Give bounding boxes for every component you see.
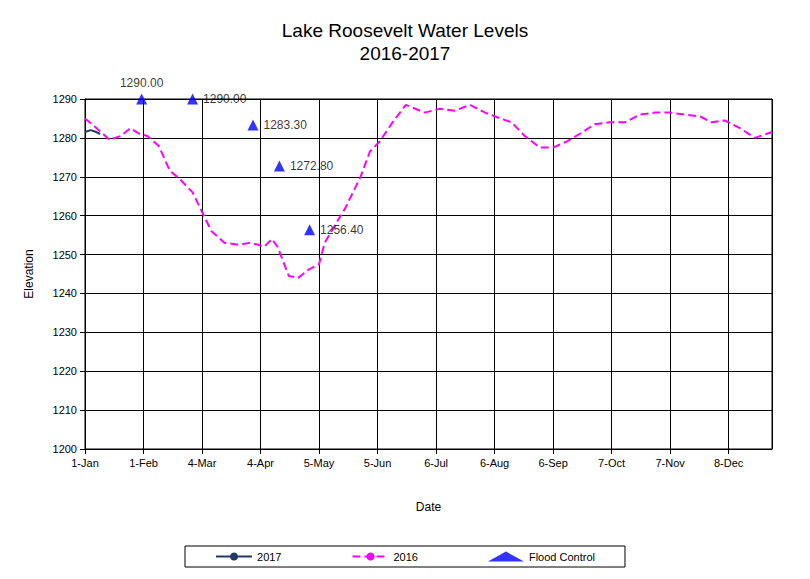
svg-text:1290.00: 1290.00 bbox=[203, 92, 247, 106]
svg-text:2017: 2017 bbox=[257, 551, 281, 563]
svg-text:1256.40: 1256.40 bbox=[320, 223, 364, 237]
svg-text:1260: 1260 bbox=[53, 210, 77, 222]
svg-text:1270: 1270 bbox=[53, 171, 77, 183]
svg-text:1250: 1250 bbox=[53, 249, 77, 261]
svg-text:2016: 2016 bbox=[393, 551, 417, 563]
svg-text:1210: 1210 bbox=[53, 404, 77, 416]
svg-text:1283.30: 1283.30 bbox=[263, 118, 307, 132]
svg-text:1230: 1230 bbox=[53, 326, 77, 338]
svg-text:1220: 1220 bbox=[53, 365, 77, 377]
svg-text:Lake Roosevelt Water Levels: Lake Roosevelt Water Levels bbox=[282, 20, 528, 41]
svg-text:1290: 1290 bbox=[53, 93, 77, 105]
svg-text:Elevation: Elevation bbox=[22, 249, 36, 298]
svg-text:5-May: 5-May bbox=[304, 457, 335, 469]
svg-text:1200: 1200 bbox=[53, 443, 77, 455]
svg-text:8-Dec: 8-Dec bbox=[714, 457, 744, 469]
svg-text:1272.80: 1272.80 bbox=[290, 159, 334, 173]
svg-text:4-Mar: 4-Mar bbox=[188, 457, 217, 469]
svg-text:Date: Date bbox=[416, 500, 442, 514]
svg-text:6-Sep: 6-Sep bbox=[538, 457, 567, 469]
svg-text:1-Jan: 1-Jan bbox=[71, 457, 99, 469]
svg-text:1280: 1280 bbox=[53, 132, 77, 144]
svg-text:6-Aug: 6-Aug bbox=[480, 457, 509, 469]
svg-text:Flood Control: Flood Control bbox=[529, 551, 595, 563]
svg-text:2016-2017: 2016-2017 bbox=[360, 43, 451, 64]
svg-text:4-Apr: 4-Apr bbox=[247, 457, 274, 469]
svg-text:7-Oct: 7-Oct bbox=[598, 457, 625, 469]
svg-text:7-Nov: 7-Nov bbox=[655, 457, 685, 469]
svg-text:6-Jul: 6-Jul bbox=[424, 457, 448, 469]
svg-text:1290.00: 1290.00 bbox=[120, 76, 164, 90]
svg-text:1240: 1240 bbox=[53, 287, 77, 299]
svg-text:5-Jun: 5-Jun bbox=[364, 457, 392, 469]
svg-text:1-Feb: 1-Feb bbox=[129, 457, 158, 469]
